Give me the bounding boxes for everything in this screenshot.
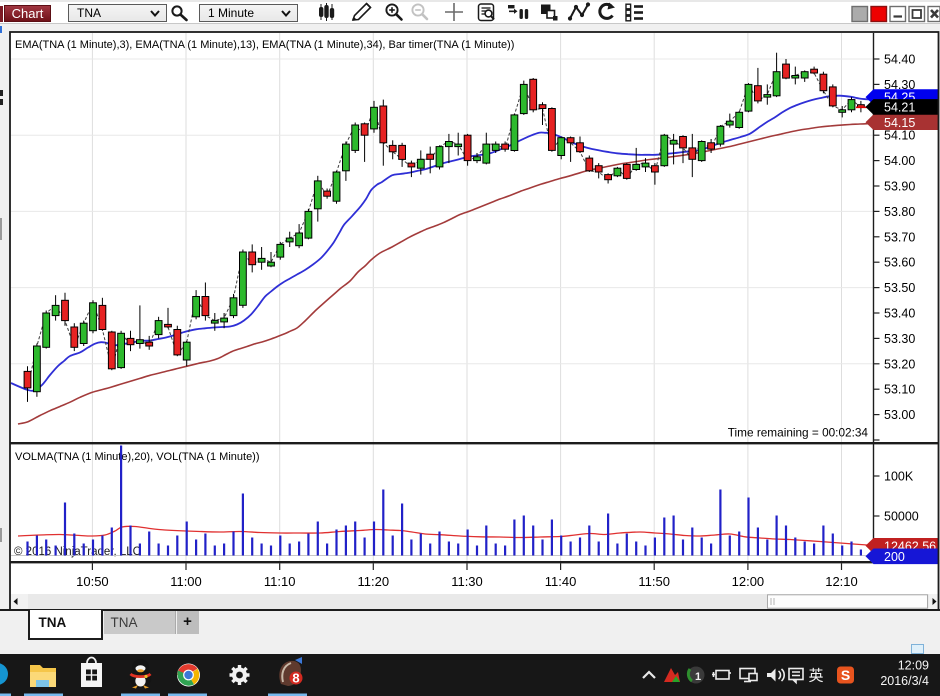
svg-text:54.00: 54.00 <box>884 154 915 168</box>
svg-text:12:00: 12:00 <box>732 574 765 589</box>
svg-text:12:10: 12:10 <box>825 574 858 589</box>
svg-text:11:30: 11:30 <box>451 574 483 589</box>
svg-text:53.00: 53.00 <box>884 408 915 422</box>
svg-text:53.90: 53.90 <box>884 180 915 194</box>
svg-text:11:10: 11:10 <box>264 574 296 589</box>
svg-text:53.80: 53.80 <box>884 205 915 219</box>
svg-text:EMA(TNA (1 Minute),3), EMA(TNA: EMA(TNA (1 Minute),3), EMA(TNA (1 Minute… <box>15 39 514 51</box>
svg-text:53.10: 53.10 <box>884 383 915 397</box>
svg-text:2016/3/4: 2016/3/4 <box>880 674 929 688</box>
svg-text:11:50: 11:50 <box>638 574 670 589</box>
svg-text:1: 1 <box>695 671 701 683</box>
svg-text:54.10: 54.10 <box>884 129 915 143</box>
svg-text:53.60: 53.60 <box>884 256 915 270</box>
svg-text:11:40: 11:40 <box>545 574 577 589</box>
svg-text:VOLMA(TNA (1 Minute),20), VOL(: VOLMA(TNA (1 Minute),20), VOL(TNA (1 Min… <box>15 451 260 463</box>
svg-text:Time remaining = 00:02:34: Time remaining = 00:02:34 <box>728 426 869 440</box>
svg-text:10:50: 10:50 <box>76 574 109 589</box>
svg-text:53.30: 53.30 <box>884 332 915 346</box>
svg-text:54.21: 54.21 <box>884 101 915 115</box>
svg-text:53.50: 53.50 <box>884 281 915 295</box>
svg-text:11:20: 11:20 <box>358 574 390 589</box>
svg-text:200: 200 <box>884 550 905 564</box>
svg-text:8: 8 <box>292 671 299 686</box>
svg-text:英: 英 <box>808 667 823 685</box>
svg-text:54.40: 54.40 <box>884 53 915 67</box>
svg-text:100K: 100K <box>884 470 914 484</box>
svg-text:54.15: 54.15 <box>884 116 915 130</box>
svg-text:11:00: 11:00 <box>170 574 202 589</box>
svg-text:S: S <box>841 667 850 683</box>
svg-text:54.30: 54.30 <box>884 78 915 92</box>
svg-text:53.40: 53.40 <box>884 307 915 321</box>
svg-text:53.70: 53.70 <box>884 230 915 244</box>
svg-text:53.20: 53.20 <box>884 357 915 371</box>
svg-text:50000: 50000 <box>884 510 919 524</box>
svg-text:12:09: 12:09 <box>898 659 929 673</box>
